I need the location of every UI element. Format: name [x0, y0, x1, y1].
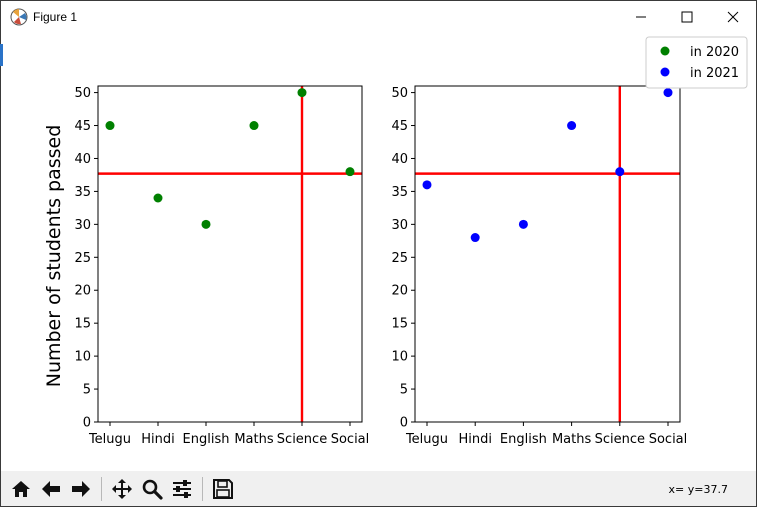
window-edge-accent: [0, 44, 3, 66]
data-point: [422, 180, 432, 190]
y-axis-label: Number of students passed: [43, 125, 65, 388]
y-tick-label: 35: [74, 185, 91, 200]
y-tick-label: 25: [391, 251, 408, 266]
x-tick-label: Science: [277, 432, 327, 447]
minimize-button[interactable]: [618, 1, 664, 33]
data-point: [249, 121, 259, 131]
data-point: [297, 88, 307, 98]
y-tick-label: 35: [391, 185, 408, 200]
cursor-coordinates: x= y=37.7: [668, 483, 728, 496]
title-bar[interactable]: Figure 1: [1, 1, 756, 33]
data-point: [615, 167, 625, 177]
y-tick-label: 30: [74, 218, 91, 233]
y-tick-label: 50: [74, 86, 91, 101]
axes-frame: [97, 85, 363, 423]
axes-frame: [414, 85, 681, 423]
data-point: [567, 121, 577, 131]
y-tick-label: 40: [74, 152, 91, 167]
home-icon: [12, 481, 30, 497]
y-tick-label: 45: [391, 119, 408, 134]
y-tick-label: 0: [83, 416, 91, 431]
x-tick-label: Social: [331, 432, 370, 447]
window-title: Figure 1: [33, 10, 78, 24]
data-point: [345, 167, 355, 177]
y-tick-label: 40: [391, 152, 408, 167]
data-point: [518, 219, 528, 229]
legend-label: in 2021: [690, 66, 739, 81]
subplot-2: 0 5 10 15 20 25 30 35 40 45 50 Telugu Hindi English Ma…: [391, 85, 688, 447]
minimize-icon: [636, 16, 646, 18]
configure-subplots-icon: [173, 480, 191, 498]
back-arrow-icon: [42, 481, 60, 497]
legend: in 2020 in 2021: [645, 36, 748, 89]
x-tick-label: Science: [595, 432, 645, 447]
close-button[interactable]: [710, 1, 756, 33]
save-icon: [213, 479, 233, 499]
data-point: [153, 193, 163, 203]
x-tick-label: Telugu: [405, 432, 448, 447]
x-tick-label: Telugu: [88, 432, 131, 447]
pan-icon: [112, 479, 132, 499]
matplotlib-icon: [10, 8, 28, 26]
y-tick-label: 25: [74, 251, 91, 266]
y-tick-label: 5: [400, 383, 408, 398]
legend-marker: [660, 67, 670, 77]
legend-box: [645, 36, 748, 89]
legend-marker: [660, 46, 670, 56]
x-tick-label: Maths: [552, 432, 592, 447]
x-tick-label: English: [500, 432, 547, 447]
y-tick-label: 15: [74, 317, 91, 332]
x-tick-label: Maths: [234, 432, 274, 447]
configure-subplots-button[interactable]: [168, 475, 196, 503]
y-tick-label: 45: [74, 119, 91, 134]
data-point: [663, 88, 673, 98]
x-tick-label: English: [183, 432, 230, 447]
y-tick-label: 20: [74, 284, 91, 299]
y-tick-label: 30: [391, 218, 408, 233]
forward-button[interactable]: [67, 475, 95, 503]
maximize-button[interactable]: [664, 1, 710, 33]
y-tick-label: 10: [391, 350, 408, 365]
toolbar-separator: [101, 477, 102, 501]
zoom-icon: [142, 479, 163, 500]
y-tick-label: 5: [83, 383, 91, 398]
x-tick-label: Hindi: [141, 432, 175, 447]
x-tick-label: Social: [649, 432, 688, 447]
x-tick-label: Hindi: [458, 432, 492, 447]
data-point: [201, 219, 211, 229]
maximize-icon: [681, 11, 693, 23]
toolbar-separator: [202, 477, 203, 501]
y-tick-label: 15: [391, 317, 408, 332]
pan-button[interactable]: [108, 475, 136, 503]
back-button[interactable]: [37, 475, 65, 503]
figure-canvas[interactable]: 0 5 10 15 20 25 30 35 40 45 50 Telugu Hindi English Ma…: [1, 33, 756, 471]
y-tick-label: 20: [391, 284, 408, 299]
navigation-toolbar: x= y=37.7: [1, 471, 756, 506]
data-point: [470, 233, 480, 243]
data-point: [105, 121, 115, 131]
save-button[interactable]: [209, 475, 237, 503]
y-tick-label: 50: [391, 86, 408, 101]
close-icon: [727, 11, 739, 23]
home-button[interactable]: [7, 475, 35, 503]
y-tick-label: 10: [74, 350, 91, 365]
legend-label: in 2020: [690, 45, 739, 60]
subplot-1: 0 5 10 15 20 25 30 35 40 45 50 Telugu Hindi English Ma…: [43, 85, 370, 447]
forward-arrow-icon: [72, 481, 90, 497]
zoom-button[interactable]: [138, 475, 166, 503]
y-tick-label: 0: [400, 416, 408, 431]
